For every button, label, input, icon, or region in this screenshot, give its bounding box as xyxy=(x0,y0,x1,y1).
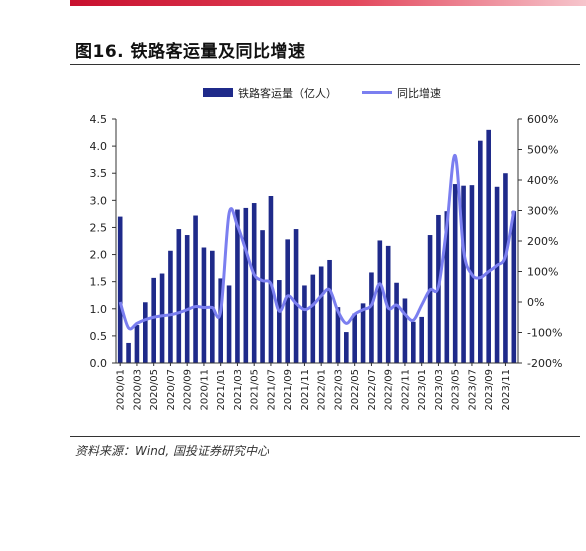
bar-2021/01 xyxy=(218,278,223,363)
bar-2022/11 xyxy=(402,298,408,363)
bar-2023/01 xyxy=(419,316,424,363)
right-tick-label: -100% xyxy=(527,327,562,340)
x-tick-label: 2021/11 xyxy=(300,369,311,411)
x-tick-label: 2022/09 xyxy=(384,369,395,411)
bar-2020/01 xyxy=(117,216,123,363)
x-tick-label: 2020/01 xyxy=(116,369,127,411)
bar-2020/08 xyxy=(176,229,182,363)
bar-2020/11 xyxy=(201,247,207,363)
chart-area: 铁路客运量（亿人） 同比增速 0.0 0.5 1.0 1.5 2.0 2.5 3.0 3.5 4… xyxy=(90,86,563,411)
bar-2022/04 xyxy=(344,332,349,363)
legend-bar-swatch xyxy=(203,88,233,97)
left-tick-label: 1.0 xyxy=(90,303,108,316)
x-tick-label: 2020/07 xyxy=(166,369,177,411)
left-tick-label: 4.0 xyxy=(90,140,108,153)
bar-2020/09 xyxy=(184,235,190,363)
bar-2023/08 xyxy=(478,140,483,363)
x-tick-label: 2023/11 xyxy=(501,369,512,411)
right-tick-label: 500% xyxy=(527,144,558,157)
x-tick-label: 2022/03 xyxy=(333,369,344,411)
x-tick-label: 2023/07 xyxy=(467,369,478,411)
right-tick-label: 600% xyxy=(527,113,558,126)
right-tick-label: 200% xyxy=(527,235,558,248)
left-tick-label: 0.0 xyxy=(90,357,108,370)
bar-2020/02 xyxy=(126,342,131,363)
bar-2022/10 xyxy=(394,282,399,363)
bar-2023/09 xyxy=(486,129,491,363)
figure-title: 图16. 铁路客运量及同比增速 xyxy=(75,42,306,62)
x-tick-label: 2022/01 xyxy=(317,369,328,411)
x-tick-label: 2020/11 xyxy=(199,369,210,411)
legend-bar-label: 铁路客运量（亿人） xyxy=(238,86,337,100)
x-tick-label: 2022/11 xyxy=(400,369,411,411)
source-note: 资料来源：Wind, 国投证券研究中心 xyxy=(75,444,270,458)
x-tick-label: 2023/05 xyxy=(451,369,462,411)
bar-2021/04 xyxy=(243,207,249,363)
bar-2021/11 xyxy=(302,285,307,363)
left-tick-label: 3.0 xyxy=(90,194,108,207)
bar-2021/06 xyxy=(260,230,265,363)
bar-2021/08 xyxy=(277,280,282,363)
left-tick-label: 3.5 xyxy=(90,167,108,180)
line-series xyxy=(118,154,516,331)
bar-2022/08 xyxy=(377,240,383,363)
x-tick-label: 2021/01 xyxy=(216,369,227,411)
source-divider xyxy=(70,436,580,437)
bar-2021/05 xyxy=(251,203,257,363)
bar-2020/06 xyxy=(159,273,165,363)
bar-2023/05 xyxy=(452,184,458,363)
bar-2021/07 xyxy=(268,196,274,363)
top-accent-band xyxy=(70,0,586,6)
bar-2021/12 xyxy=(310,274,316,363)
bar-2023/12 xyxy=(511,211,517,363)
bar-2022/02 xyxy=(327,259,332,363)
x-tick-label: 2022/05 xyxy=(350,369,361,411)
right-tick-label: 0% xyxy=(527,296,544,309)
bar-2020/07 xyxy=(168,250,173,363)
x-tick-label: 2020/09 xyxy=(183,369,194,411)
left-tick-label: 0.5 xyxy=(90,330,108,343)
bar-2022/05 xyxy=(352,313,357,363)
left-tick-label: 2.5 xyxy=(90,221,108,234)
x-tick-label: 2021/05 xyxy=(250,369,261,411)
x-tick-label: 2023/03 xyxy=(434,369,445,411)
x-tick-label: 2021/07 xyxy=(266,369,277,411)
right-tick-label: 300% xyxy=(527,205,558,218)
x-tick-label: 2023/01 xyxy=(417,369,428,411)
bar-2022/03 xyxy=(335,307,341,363)
bar-2020/05 xyxy=(151,277,156,363)
bar-2023/04 xyxy=(444,211,450,363)
bar-2021/09 xyxy=(285,239,290,363)
legend-line-label: 同比增速 xyxy=(397,86,441,100)
right-tick-label: -200% xyxy=(527,357,562,370)
left-tick-label: 1.5 xyxy=(90,276,108,289)
x-tick-label: 2021/09 xyxy=(283,369,294,411)
bar-2020/10 xyxy=(193,215,198,363)
bar-2022/12 xyxy=(411,321,416,363)
bar-2022/06 xyxy=(360,303,366,363)
title-divider xyxy=(70,64,580,65)
bar-2021/03 xyxy=(235,209,240,363)
x-tick-label: 2023/09 xyxy=(484,369,495,411)
x-tick-label: 2021/03 xyxy=(233,369,244,411)
bar-2021/10 xyxy=(293,229,299,363)
right-tick-label: 100% xyxy=(527,266,558,279)
bar-2021/02 xyxy=(226,285,232,363)
bar-2022/07 xyxy=(369,272,374,363)
bar-2020/04 xyxy=(143,302,148,363)
bar-2023/02 xyxy=(427,235,433,363)
x-tick-label: 2020/05 xyxy=(149,369,160,411)
bar-2023/06 xyxy=(461,185,466,363)
bar-2023/10 xyxy=(494,186,500,363)
bar-2020/03 xyxy=(134,325,140,363)
x-tick-label: 2022/07 xyxy=(367,369,378,411)
x-tick-label: 2020/03 xyxy=(132,369,143,411)
chart-axes: 0.0 0.5 1.0 1.5 2.0 2.5 3.0 3.5 4.0 4.5 -200% -100%… xyxy=(90,113,563,411)
bar-2023/11 xyxy=(503,173,508,363)
left-tick-label: 4.5 xyxy=(90,113,108,126)
right-tick-label: 400% xyxy=(527,174,558,187)
bar-2022/01 xyxy=(318,266,324,363)
left-tick-label: 2.0 xyxy=(90,249,108,262)
chart-legend: 铁路客运量（亿人） 同比增速 xyxy=(203,86,441,100)
